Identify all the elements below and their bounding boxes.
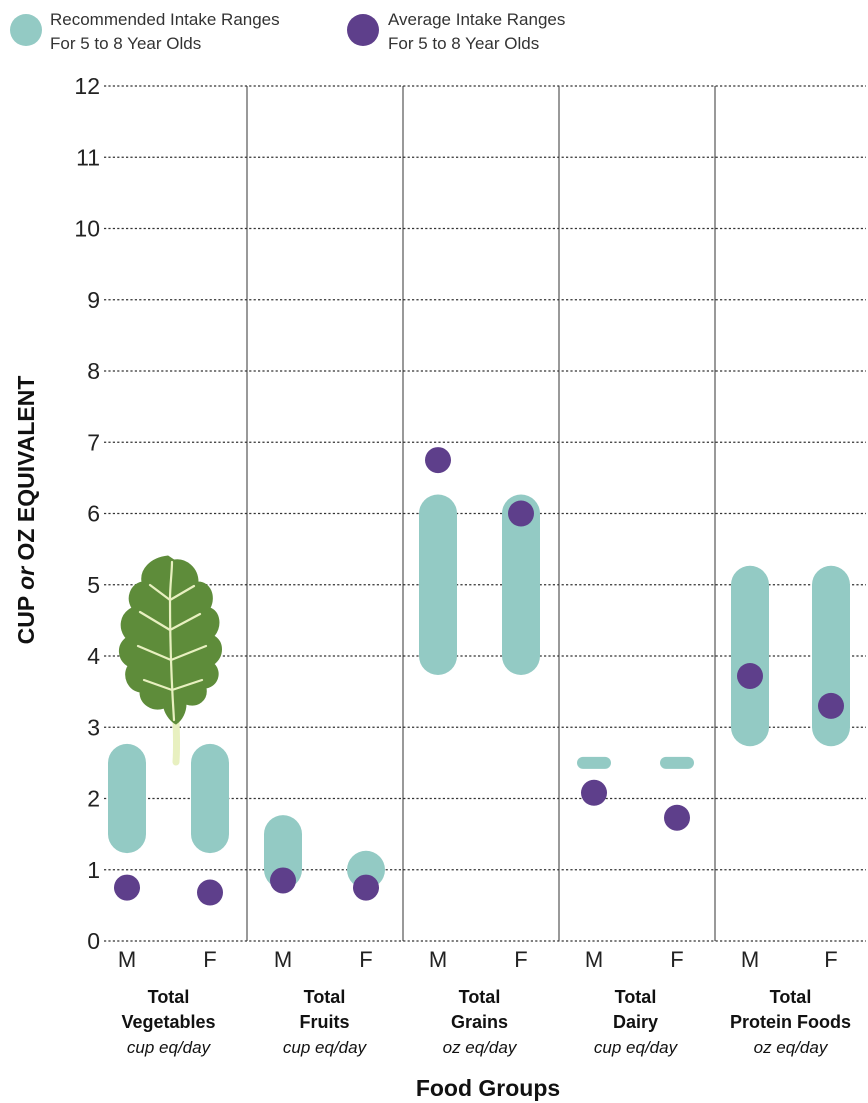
group-unit-0: cup eq/day bbox=[127, 1038, 212, 1057]
sex-label-1-m: M bbox=[274, 947, 292, 972]
average-dot-0-m bbox=[114, 874, 140, 901]
legend-swatch-average bbox=[347, 14, 379, 46]
average-dot-2-f bbox=[508, 500, 534, 527]
legend-label-average-line1: Average Intake Ranges bbox=[388, 10, 565, 29]
y-axis-title: CUP or OZ EQUIVALENT bbox=[13, 376, 39, 645]
group-label-0-line1: Total bbox=[148, 987, 190, 1007]
group-label-4-line2: Protein Foods bbox=[730, 1012, 851, 1032]
y-tick-label-4: 4 bbox=[87, 643, 100, 669]
average-dot-4-f bbox=[818, 692, 844, 719]
kale-leaf-icon bbox=[119, 555, 222, 766]
legend-label-recommended-line2: For 5 to 8 Year Olds bbox=[50, 34, 201, 53]
average-dots bbox=[114, 447, 844, 906]
average-dot-4-m bbox=[737, 662, 763, 689]
sex-label-0-f: F bbox=[203, 947, 216, 972]
recommended-range-3-f bbox=[660, 756, 694, 769]
legend-label-average-line2: For 5 to 8 Year Olds bbox=[388, 34, 539, 53]
y-tick-label-0: 0 bbox=[87, 928, 100, 954]
average-dot-1-m bbox=[270, 867, 296, 894]
legend-label-recommended-line1: Recommended Intake Ranges bbox=[50, 10, 280, 29]
group-label-3-line2: Dairy bbox=[613, 1012, 658, 1032]
y-tick-label-6: 6 bbox=[87, 501, 100, 527]
average-dot-3-m bbox=[581, 779, 607, 806]
recommended-range-1-m bbox=[264, 815, 302, 889]
y-axis-title-part1: CUP bbox=[13, 590, 39, 645]
sex-label-2-f: F bbox=[514, 947, 527, 972]
y-axis-title-part3: OZ EQUIVALENT bbox=[13, 376, 39, 567]
y-tick-label-8: 8 bbox=[87, 358, 100, 384]
y-tick-label-7: 7 bbox=[87, 429, 100, 455]
group-label-2-line1: Total bbox=[459, 987, 501, 1007]
recommended-range-0-f bbox=[191, 743, 229, 854]
group-unit-3: cup eq/day bbox=[594, 1038, 679, 1057]
recommended-range-4-f bbox=[812, 565, 850, 747]
average-dot-1-f bbox=[353, 874, 379, 901]
x-axis-title: Food Groups bbox=[416, 1075, 560, 1101]
group-label-4-line1: Total bbox=[770, 987, 812, 1007]
recommended-range-4-m bbox=[731, 565, 769, 747]
sex-label-2-m: M bbox=[429, 947, 447, 972]
y-tick-label-5: 5 bbox=[87, 572, 100, 598]
y-tick-label-12: 12 bbox=[74, 73, 100, 99]
group-unit-2: oz eq/day bbox=[443, 1038, 518, 1057]
y-tick-label-11: 11 bbox=[76, 144, 100, 170]
y-tick-label-10: 10 bbox=[74, 216, 100, 242]
y-tick-label-9: 9 bbox=[87, 287, 100, 313]
sex-label-0-m: M bbox=[118, 947, 136, 972]
sex-label-3-f: F bbox=[670, 947, 683, 972]
group-unit-1: cup eq/day bbox=[283, 1038, 368, 1057]
sex-label-4-m: M bbox=[741, 947, 759, 972]
sex-label-3-m: M bbox=[585, 947, 603, 972]
group-labels: Total Vegetables cup eq/day Total Fruits cup … bbox=[121, 987, 851, 1057]
average-dot-2-m bbox=[425, 447, 451, 474]
sex-label-4-f: F bbox=[824, 947, 837, 972]
recommended-range-2-f bbox=[502, 494, 540, 675]
recommended-ranges bbox=[108, 494, 850, 889]
group-label-2-line2: Grains bbox=[451, 1012, 508, 1032]
y-axis-title-part2: or bbox=[13, 566, 39, 590]
group-label-0-line2: Vegetables bbox=[121, 1012, 215, 1032]
group-dividers bbox=[246, 86, 716, 941]
recommended-range-0-m bbox=[108, 743, 146, 854]
y-tick-label-3: 3 bbox=[87, 714, 100, 740]
group-label-1-line1: Total bbox=[304, 987, 346, 1007]
average-dot-0-f bbox=[197, 879, 223, 906]
y-tick-label-2: 2 bbox=[87, 786, 100, 812]
sex-label-1-f: F bbox=[359, 947, 372, 972]
group-label-1-line2: Fruits bbox=[299, 1012, 349, 1032]
recommended-range-3-m bbox=[577, 756, 611, 769]
group-label-3-line1: Total bbox=[615, 987, 657, 1007]
y-tick-label-1: 1 bbox=[87, 857, 100, 883]
recommended-range-2-m bbox=[419, 494, 457, 675]
legend: Recommended Intake Ranges For 5 to 8 Yea… bbox=[10, 10, 565, 53]
group-unit-4: oz eq/day bbox=[754, 1038, 829, 1057]
average-dot-3-f bbox=[664, 804, 690, 831]
legend-swatch-recommended bbox=[10, 14, 42, 46]
